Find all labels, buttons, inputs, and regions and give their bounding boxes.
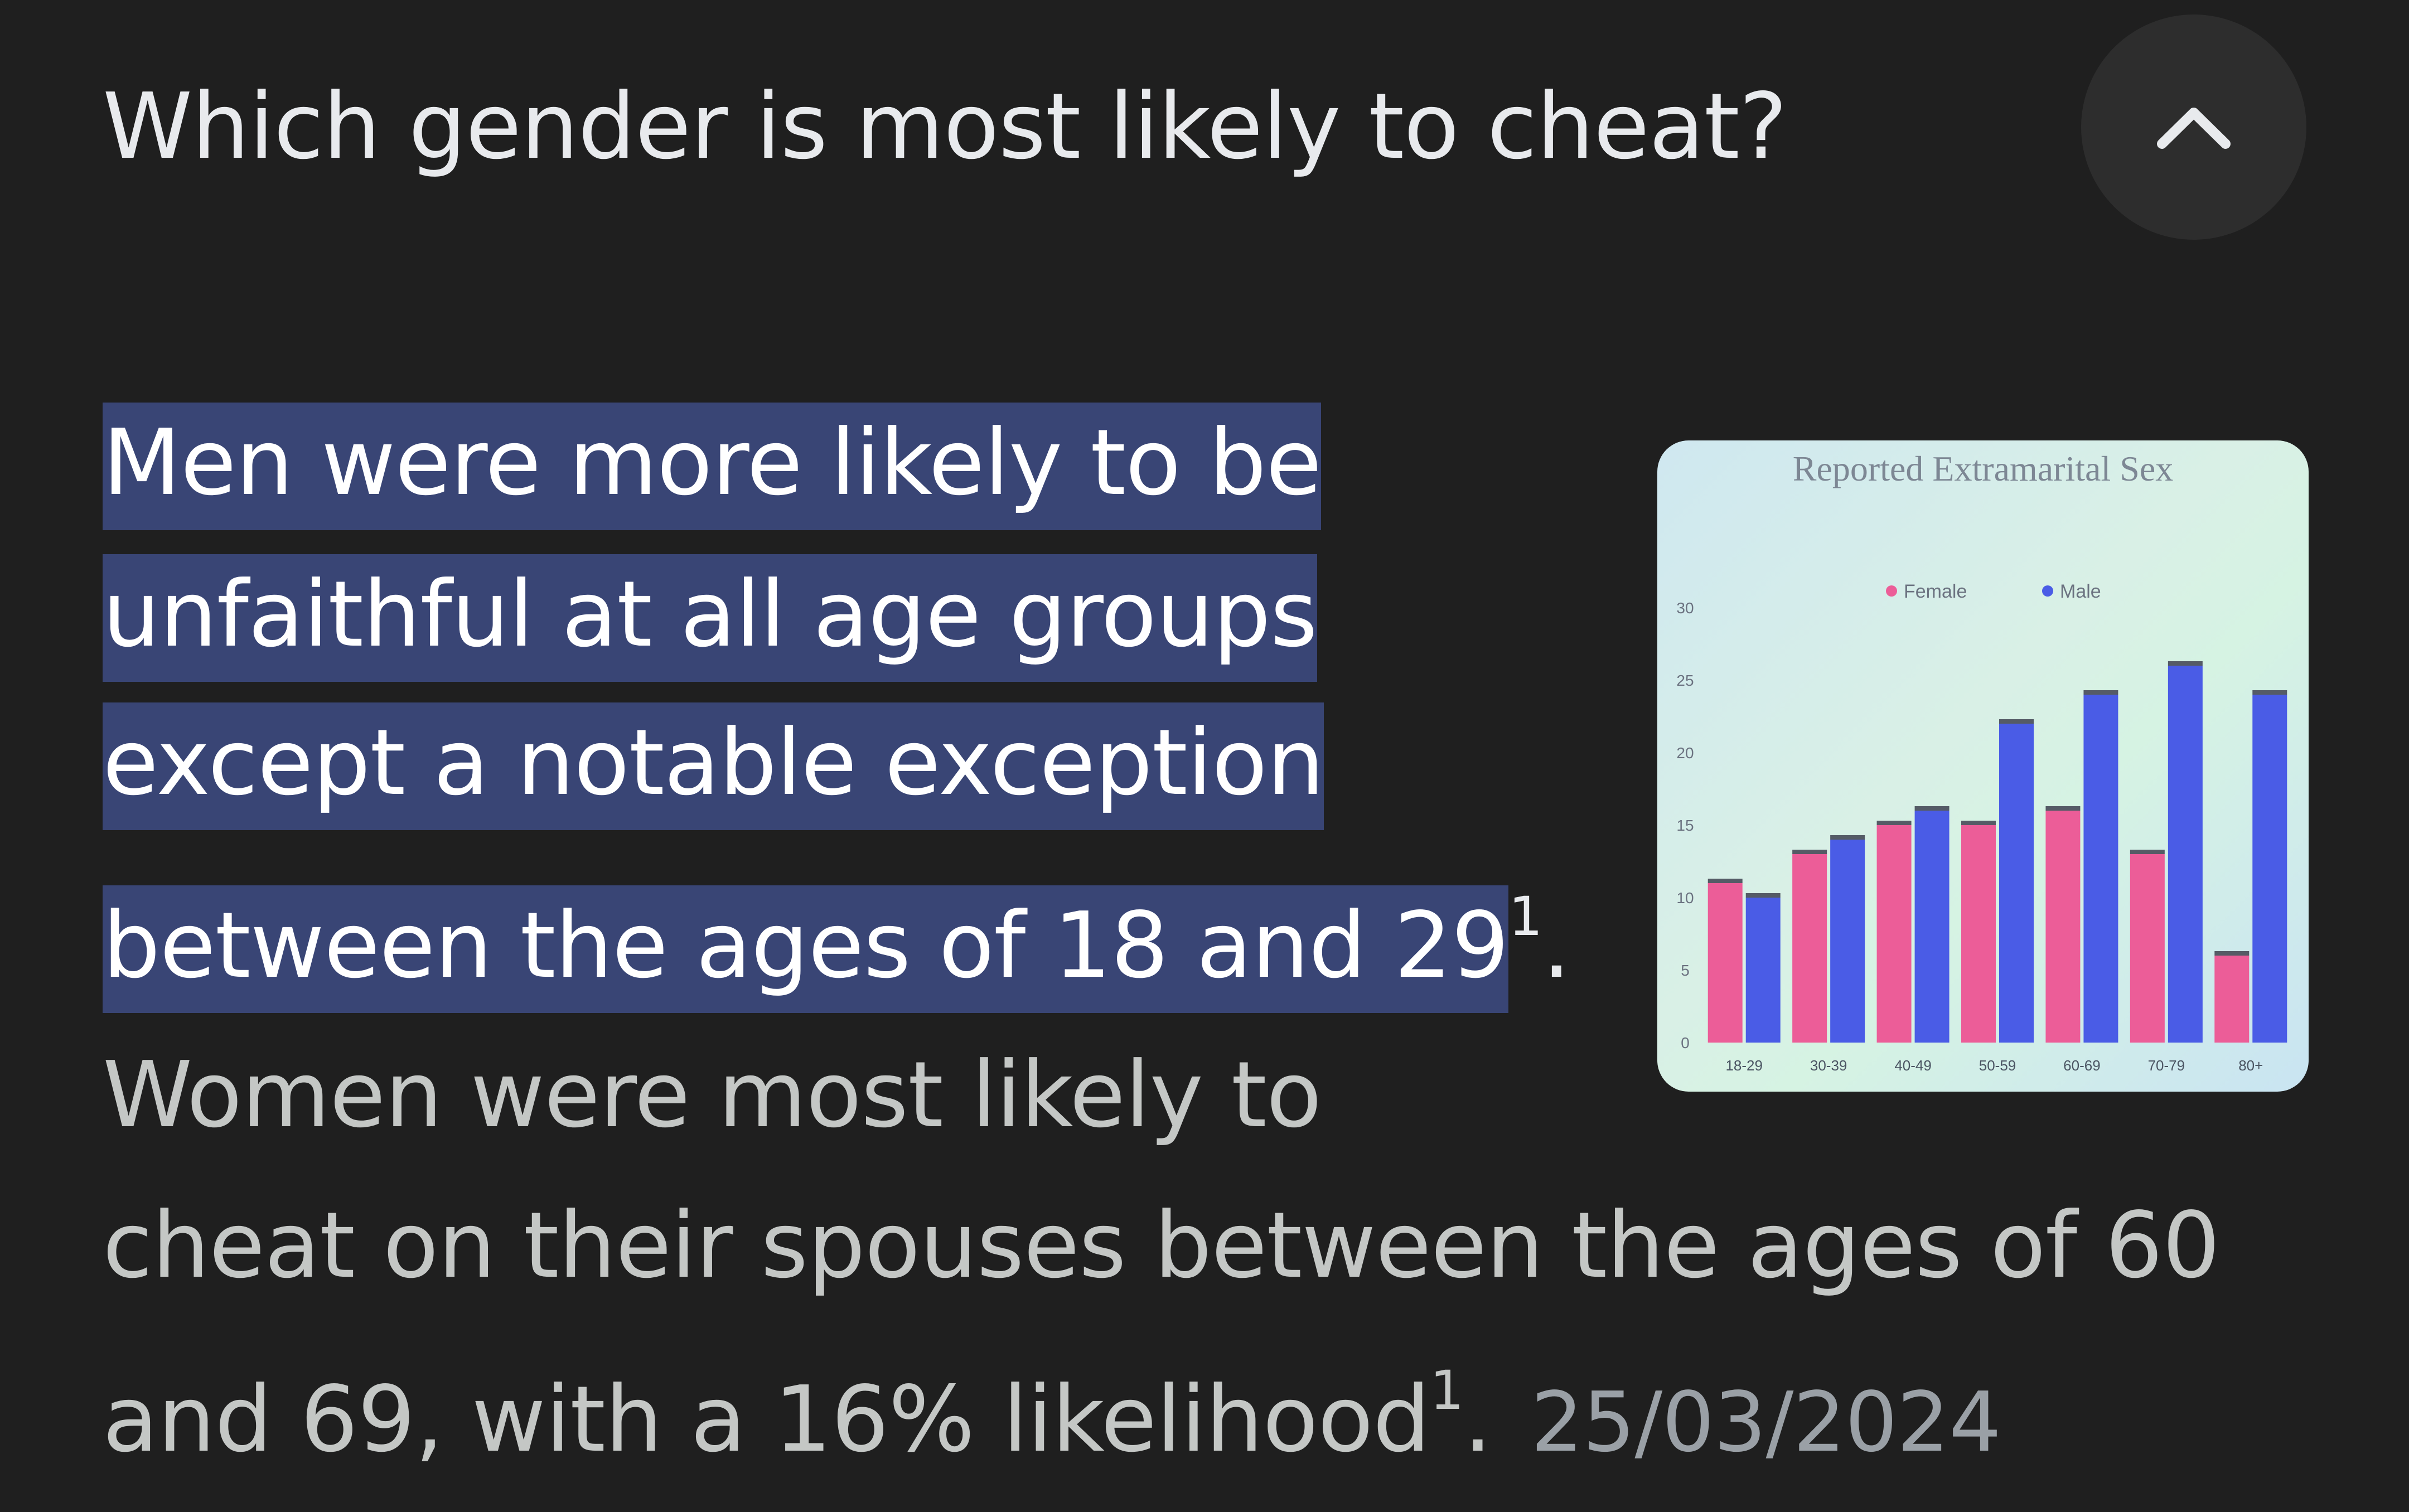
bar-cap [1876, 821, 1912, 825]
bar-cap [1792, 850, 1827, 854]
y-tick-label: 0 [1681, 1034, 1690, 1051]
question-title: Which gender is most likely to cheat? [103, 74, 1787, 180]
legend-label: Male [2060, 581, 2101, 602]
legend-label: Female [1904, 581, 1967, 602]
y-tick-label: 30 [1676, 599, 1694, 617]
bar-cap [1961, 821, 1996, 825]
bar-cap [1999, 719, 2034, 724]
bar [1707, 883, 1743, 1043]
bar-cap [1914, 806, 1950, 811]
x-tick-label: 18-29 [1725, 1057, 1763, 1074]
legend-swatch [2042, 585, 2053, 597]
highlight-line: unfaithful at all age groups [103, 554, 1318, 682]
bar-cap [1745, 893, 1781, 898]
bar [1745, 898, 1781, 1043]
y-tick-label: 15 [1676, 817, 1694, 834]
x-tick-label: 80+ [2238, 1057, 2263, 1074]
x-tick-label: 50-59 [1979, 1057, 2016, 1074]
bar [1830, 840, 1865, 1043]
bar [2252, 695, 2287, 1043]
bar [1999, 724, 2034, 1043]
chart-title: Reported Extramarital Sex [1793, 449, 2173, 488]
highlight-line: except a notable exception [103, 702, 1324, 830]
bar-chart: Reported Extramarital Sex Female Male 0 5 1… [1676, 449, 2287, 1074]
bar-cap [2252, 690, 2287, 695]
y-tick-label: 20 [1676, 744, 1694, 762]
chevron-up-icon [2157, 108, 2231, 149]
legend-swatch [1886, 585, 1897, 597]
bar-cap [2214, 951, 2250, 956]
bar [2083, 695, 2118, 1043]
highlight-line: between the ages of 18 and 291. [103, 885, 1571, 1013]
chart-bars [1707, 661, 2287, 1043]
bar [2130, 854, 2165, 1043]
bar [1792, 854, 1827, 1043]
x-tick-label: 70-79 [2148, 1057, 2185, 1074]
chart-legend: Female Male [1886, 581, 2101, 602]
bar-cap [2083, 690, 2118, 695]
bar-cap [1707, 879, 1743, 883]
x-tick-label: 40-49 [1894, 1057, 1932, 1074]
bar-cap [2130, 850, 2165, 854]
collapse-button[interactable] [2081, 14, 2306, 240]
citation-link[interactable]: 1 [1430, 1359, 1464, 1422]
bar [1914, 811, 1950, 1043]
bar [1876, 825, 1912, 1043]
bar [1961, 825, 1996, 1043]
x-tick-label: 60-69 [2063, 1057, 2101, 1074]
answer-line: cheat on their spouses between the ages … [103, 1193, 2220, 1298]
bar [2168, 666, 2203, 1043]
y-tick-label: 10 [1676, 889, 1694, 907]
answer-line: Women were most likely to [103, 1043, 1322, 1148]
bar-cap [1830, 835, 1865, 840]
bar-cap [2045, 806, 2081, 811]
y-tick-label: 5 [1681, 962, 1690, 979]
y-axis: 0 5 10 15 20 25 30 [1676, 599, 1694, 1051]
sentence-end: . [1542, 893, 1571, 999]
answer-date: 25/03/2024 [1531, 1374, 2001, 1470]
bar [2045, 811, 2081, 1043]
citation-link[interactable]: 1 [1508, 885, 1542, 948]
bar [2214, 956, 2250, 1043]
chart-thumbnail[interactable]: Reported Extramarital Sex Female Male 0 5 1… [1657, 440, 2309, 1092]
x-tick-label: 30-39 [1810, 1057, 1847, 1074]
x-axis: 18-29 30-39 40-49 50-59 60-69 70-79 80+ [1725, 1057, 2263, 1074]
answer-line: and 69, with a 16% likelihood1. 25/03/202… [103, 1359, 2001, 1472]
y-tick-label: 25 [1676, 672, 1694, 689]
highlight-line: Men were more likely to be [103, 403, 1322, 530]
bar-cap [2168, 661, 2203, 666]
